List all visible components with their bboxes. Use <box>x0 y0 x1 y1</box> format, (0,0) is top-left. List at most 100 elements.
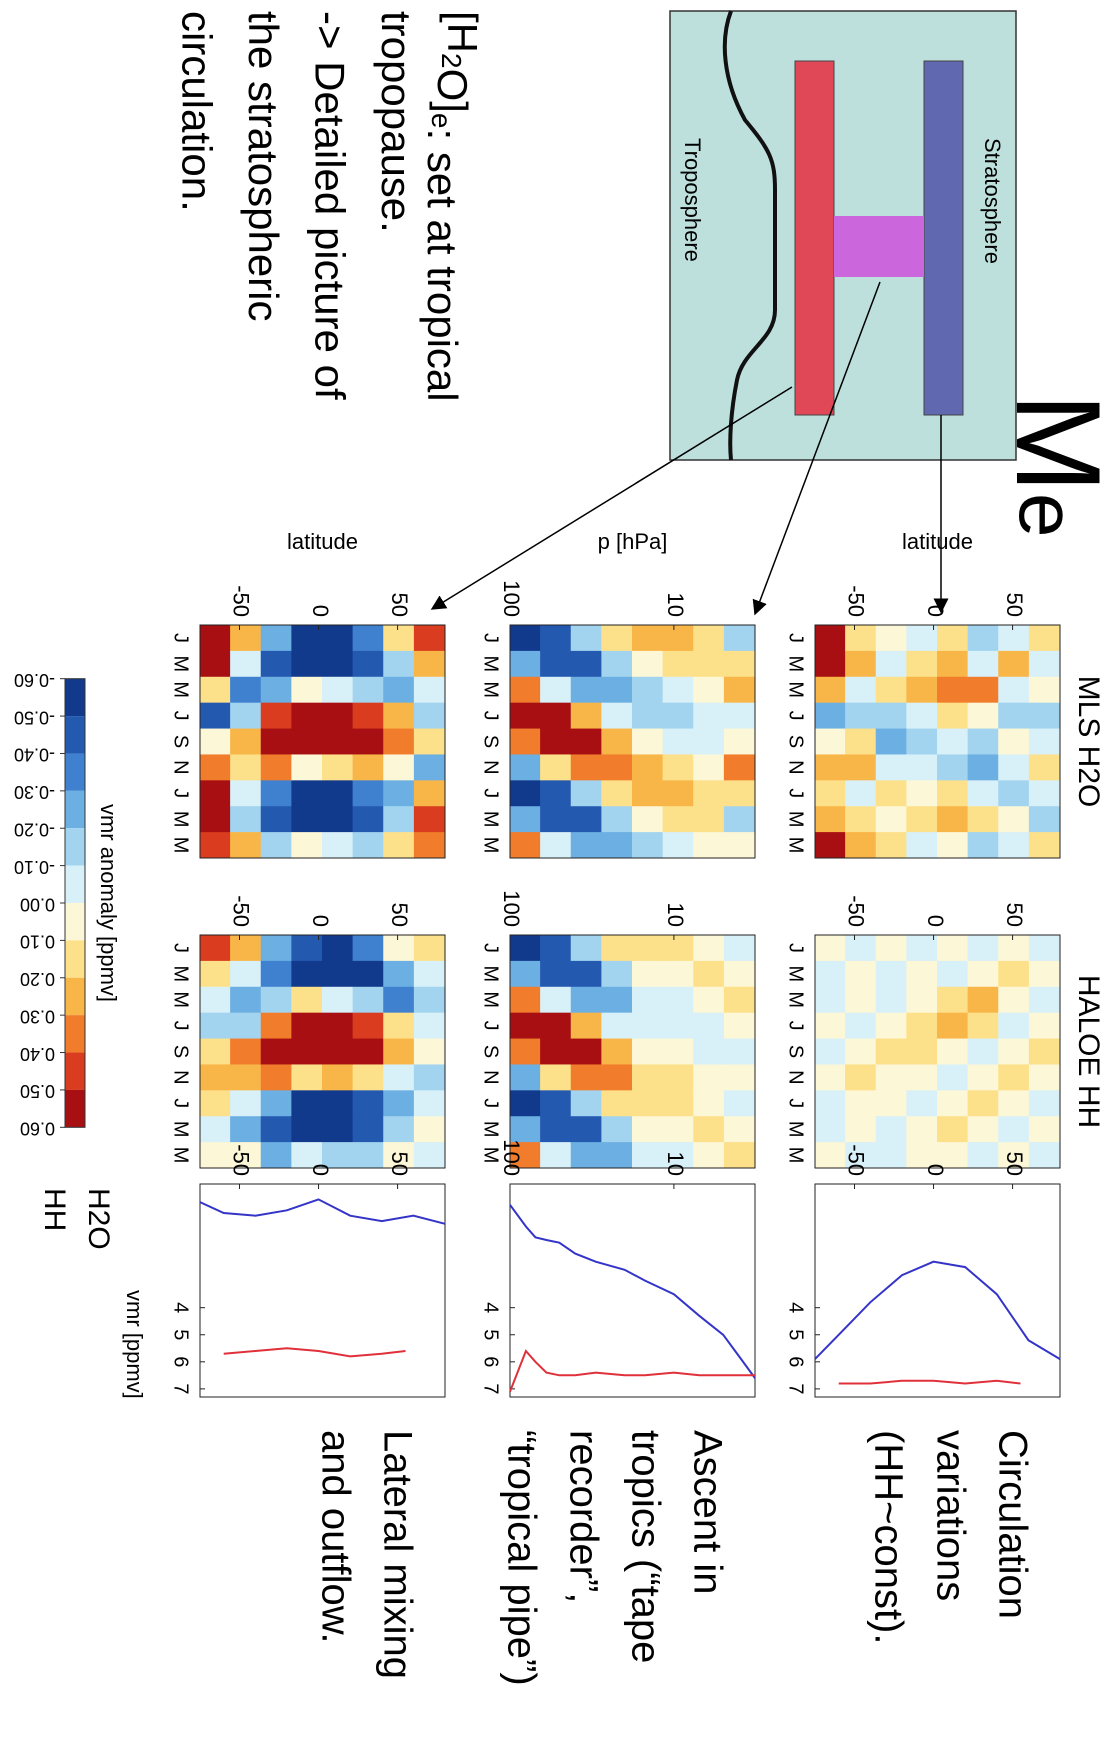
heat-cell <box>540 1090 572 1117</box>
colorbar-segment <box>65 1052 85 1090</box>
heat-cell <box>845 1116 877 1143</box>
heat-cell <box>967 728 999 755</box>
heat-cell <box>845 650 877 678</box>
heat-cell <box>906 1116 938 1143</box>
heat-cell <box>540 1012 572 1040</box>
heat-cell <box>662 625 694 652</box>
heat-cell <box>413 650 445 678</box>
colorbar-tick-label: 0.20 <box>20 969 55 989</box>
x-tick-label: M <box>170 655 192 672</box>
heat-cell <box>1028 960 1060 988</box>
stratosphere-bar <box>923 60 964 416</box>
y-tick-label: 0 <box>923 915 948 927</box>
colorbar-tick-label: -0.50 <box>14 707 55 727</box>
heat-cell <box>199 1038 231 1065</box>
heat-cell <box>199 960 231 988</box>
heat-cell <box>352 1142 384 1169</box>
heat-cell <box>814 960 846 988</box>
heat-cell <box>906 806 938 833</box>
heat-cell <box>291 625 323 652</box>
heat-cell <box>199 676 231 704</box>
heat-cell <box>967 832 999 859</box>
heat-cell <box>967 702 999 730</box>
colorbar-segment <box>65 1015 85 1053</box>
heat-cell <box>937 832 969 859</box>
heat-cell <box>998 702 1030 730</box>
heat-cell <box>1028 754 1060 781</box>
heat-cell <box>540 935 572 962</box>
y-tick-label: -50 <box>844 585 869 617</box>
heat-cell <box>1028 780 1060 807</box>
colorbar-tick-label: -0.60 <box>14 670 55 690</box>
heat-cell <box>570 650 602 678</box>
heat-cell <box>632 728 664 755</box>
heat-cell <box>322 1090 354 1117</box>
heat-cell <box>540 754 572 781</box>
colorbar-segment <box>65 977 85 1016</box>
heat-cell <box>199 806 231 833</box>
heat-cell <box>601 780 633 807</box>
y-tick-label: -50 <box>844 1144 869 1176</box>
row-note: (HH~const). <box>866 1430 910 1645</box>
x-tick-label: J <box>170 633 192 643</box>
heat-cell <box>1028 1038 1060 1065</box>
heat-cell <box>230 1142 262 1169</box>
heat-cell <box>723 935 755 962</box>
heat-cell <box>322 754 354 781</box>
heat-cell <box>570 806 602 833</box>
heat-cell <box>1028 1142 1060 1169</box>
panel-frame <box>814 624 1061 859</box>
troposphere-bar <box>794 60 835 416</box>
heat-cell <box>601 1064 633 1091</box>
y-tick-label: 50 <box>387 903 412 927</box>
heat-cell <box>662 650 694 678</box>
heat-cell <box>1028 1064 1060 1091</box>
heat-cell <box>998 1090 1030 1117</box>
heat-cell <box>413 1064 445 1091</box>
heat-cell <box>540 650 572 678</box>
heat-cell <box>230 832 262 859</box>
row-note: variations <box>928 1430 972 1601</box>
heat-cell <box>383 625 415 652</box>
heat-cell <box>199 1090 231 1117</box>
heat-cell <box>998 935 1030 962</box>
heat-cell <box>998 1012 1030 1040</box>
heat-cell <box>260 935 292 962</box>
heat-cell <box>662 832 694 859</box>
heat-cell <box>570 1116 602 1143</box>
heat-cell <box>383 1142 415 1169</box>
heat-cell <box>540 1142 572 1169</box>
exchange-bar <box>834 216 924 277</box>
x-tick-label: N <box>785 760 807 774</box>
heat-cell <box>632 780 664 807</box>
heat-cell <box>322 1038 354 1065</box>
panel-frame <box>814 1183 1061 1398</box>
x-tick-label: 5 <box>170 1329 192 1340</box>
heat-cell <box>967 650 999 678</box>
heat-cell <box>352 832 384 859</box>
row-note: Lateral mixing <box>375 1430 419 1679</box>
heat-cell <box>875 1116 907 1143</box>
heat-cell <box>601 1038 633 1065</box>
heat-cell <box>937 1090 969 1117</box>
x-tick-label: 4 <box>170 1302 192 1313</box>
colorbar-title: vmr anomaly [ppmv] <box>96 804 121 1002</box>
x-tick-label: S <box>785 735 807 748</box>
heat-cell <box>322 1012 354 1040</box>
x-tick-label: M <box>170 837 192 854</box>
heat-cell <box>291 780 323 807</box>
heat-cell <box>509 832 541 859</box>
y-tick-label: 100 <box>499 580 524 617</box>
x-tick-label: J <box>785 711 807 721</box>
heat-cell <box>906 832 938 859</box>
panel-frame <box>509 624 756 859</box>
heat-cell <box>906 986 938 1014</box>
heat-cell <box>998 676 1030 704</box>
heat-cell <box>723 650 755 678</box>
heat-cell <box>413 986 445 1014</box>
heat-cell <box>383 650 415 678</box>
x-tick-label: M <box>480 965 502 982</box>
heat-cell <box>967 625 999 652</box>
heat-cell <box>998 625 1030 652</box>
